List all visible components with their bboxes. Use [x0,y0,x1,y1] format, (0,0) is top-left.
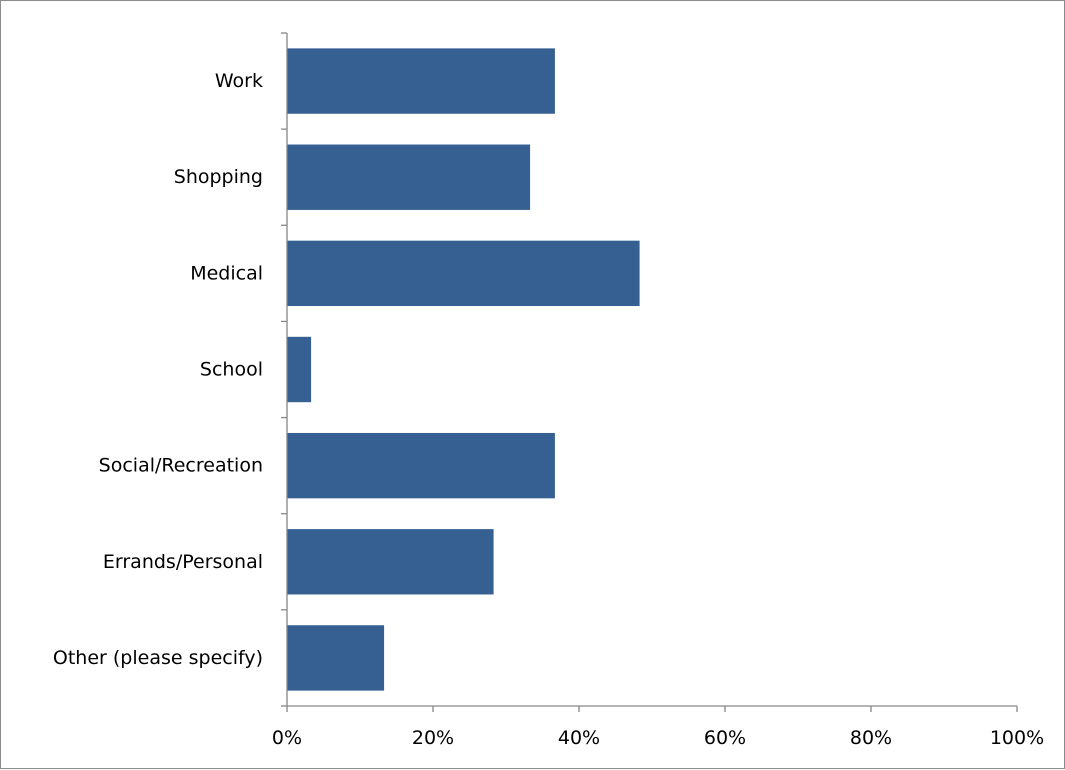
x-tick-label: 80% [850,727,892,749]
bar-errands-personal [287,529,494,595]
bar-shopping [287,144,531,210]
bar-medical [287,240,640,307]
x-tick-label: 20% [412,727,454,749]
x-tick-label: 40% [558,727,600,749]
bar-work [287,48,555,114]
y-tick-label: School [200,359,263,381]
x-tick-label: 0% [272,727,302,749]
y-tick-label: Medical [190,262,263,284]
y-tick-label: Other (please specify) [53,647,263,669]
bar-school [287,336,312,403]
x-tick-label: 60% [704,727,746,749]
bar-social-recreation [287,432,555,499]
y-tick-label: Errands/Personal [103,551,263,573]
x-ticks-group: 0% 20% 40% 60% 80% 100% [272,706,1044,749]
bar-other-please-specify [287,625,385,691]
axes-group [286,33,1017,707]
y-tick-label: Work [215,70,263,92]
bars-group [287,48,640,691]
x-tick-label: 100% [990,727,1044,749]
y-tick-label: Shopping [174,166,263,188]
y-ticks-group: Work Shopping Medical School Social/Recreati… [53,32,287,707]
y-tick-label: Social/Recreation [99,455,263,477]
